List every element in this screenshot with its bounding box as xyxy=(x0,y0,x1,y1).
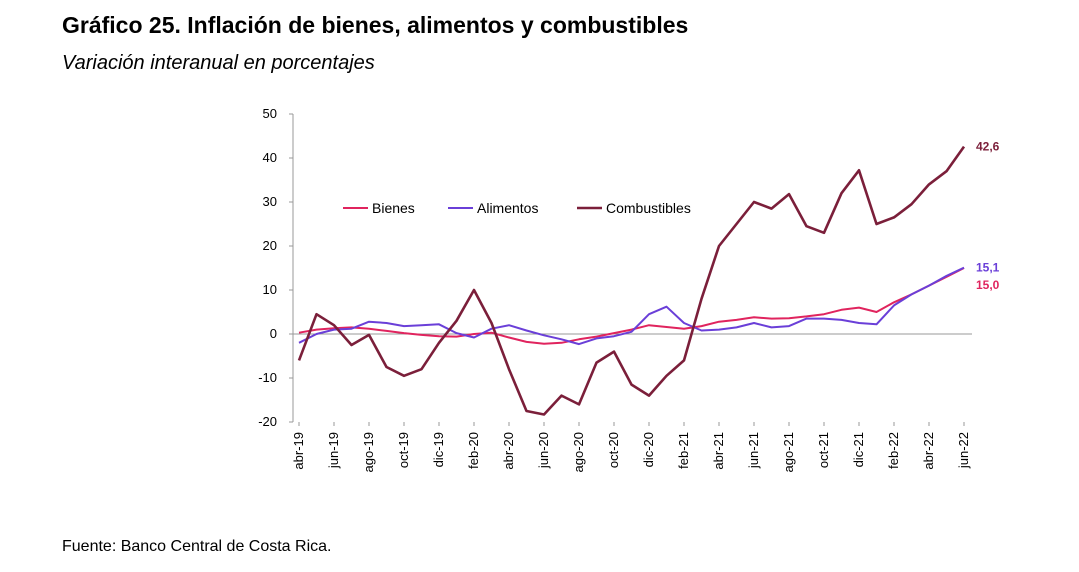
x-tick-label: jun-22 xyxy=(956,432,971,469)
y-tick-label: 50 xyxy=(263,106,277,121)
y-tick-label: -10 xyxy=(258,370,277,385)
y-tick-label: 0 xyxy=(270,326,277,341)
source-note: Fuente: Banco Central de Costa Rica. xyxy=(62,538,332,555)
x-tick-label: abr-19 xyxy=(291,432,306,470)
x-tick-label: feb-21 xyxy=(676,432,691,469)
x-tick-label: oct-19 xyxy=(396,432,411,468)
y-tick-label: 10 xyxy=(263,282,277,297)
legend-label-alimentos: Alimentos xyxy=(477,200,538,216)
chart-legend: Bienes Alimentos Combustibles xyxy=(343,200,691,216)
end-label-combustibles: 42,6 xyxy=(976,140,1000,154)
x-tick-label: ago-19 xyxy=(361,432,376,472)
x-tick-label: abr-20 xyxy=(501,432,516,470)
x-tick-label: oct-20 xyxy=(606,432,621,468)
end-label-bienes: 15,0 xyxy=(976,278,1000,292)
x-tick-label: feb-22 xyxy=(886,432,901,469)
chart-series xyxy=(297,145,966,416)
x-tick-label: jun-19 xyxy=(326,432,341,469)
end-labels: 42,6 15,1 15,0 xyxy=(976,140,1000,292)
x-tick-label: feb-20 xyxy=(466,432,481,469)
x-tick-label: dic-20 xyxy=(641,432,656,467)
chart-axes: -20 -10 0 10 20 30 40 50 abr-19 jun-19 ago-19 oct-1… xyxy=(258,106,972,472)
x-tick-label: dic-21 xyxy=(851,432,866,467)
x-tick-label: ago-21 xyxy=(781,432,796,472)
x-tick-label: ago-20 xyxy=(571,432,586,472)
series-line-combustibles xyxy=(297,145,966,416)
x-tick-label: jun-21 xyxy=(746,432,761,469)
x-tick-label: abr-21 xyxy=(711,432,726,470)
end-label-alimentos: 15,1 xyxy=(976,261,1000,275)
x-tick-label: abr-22 xyxy=(921,432,936,470)
y-tick-label: 30 xyxy=(263,194,277,209)
x-tick-label: dic-19 xyxy=(431,432,446,467)
series-line-alimentos xyxy=(298,266,965,346)
y-tick-label: 40 xyxy=(263,150,277,165)
x-tick-label: jun-20 xyxy=(536,432,551,469)
x-tick-label: oct-21 xyxy=(816,432,831,468)
legend-label-bienes: Bienes xyxy=(372,200,415,216)
y-tick-label: -20 xyxy=(258,414,277,429)
chart-title: Gráfico 25. Inflación de bienes, aliment… xyxy=(62,12,689,38)
series-line-bienes xyxy=(298,267,965,345)
y-tick-label: 20 xyxy=(263,238,277,253)
legend-label-combustibles: Combustibles xyxy=(606,200,691,216)
chart-subtitle: Variación interanual en porcentajes xyxy=(62,52,375,74)
